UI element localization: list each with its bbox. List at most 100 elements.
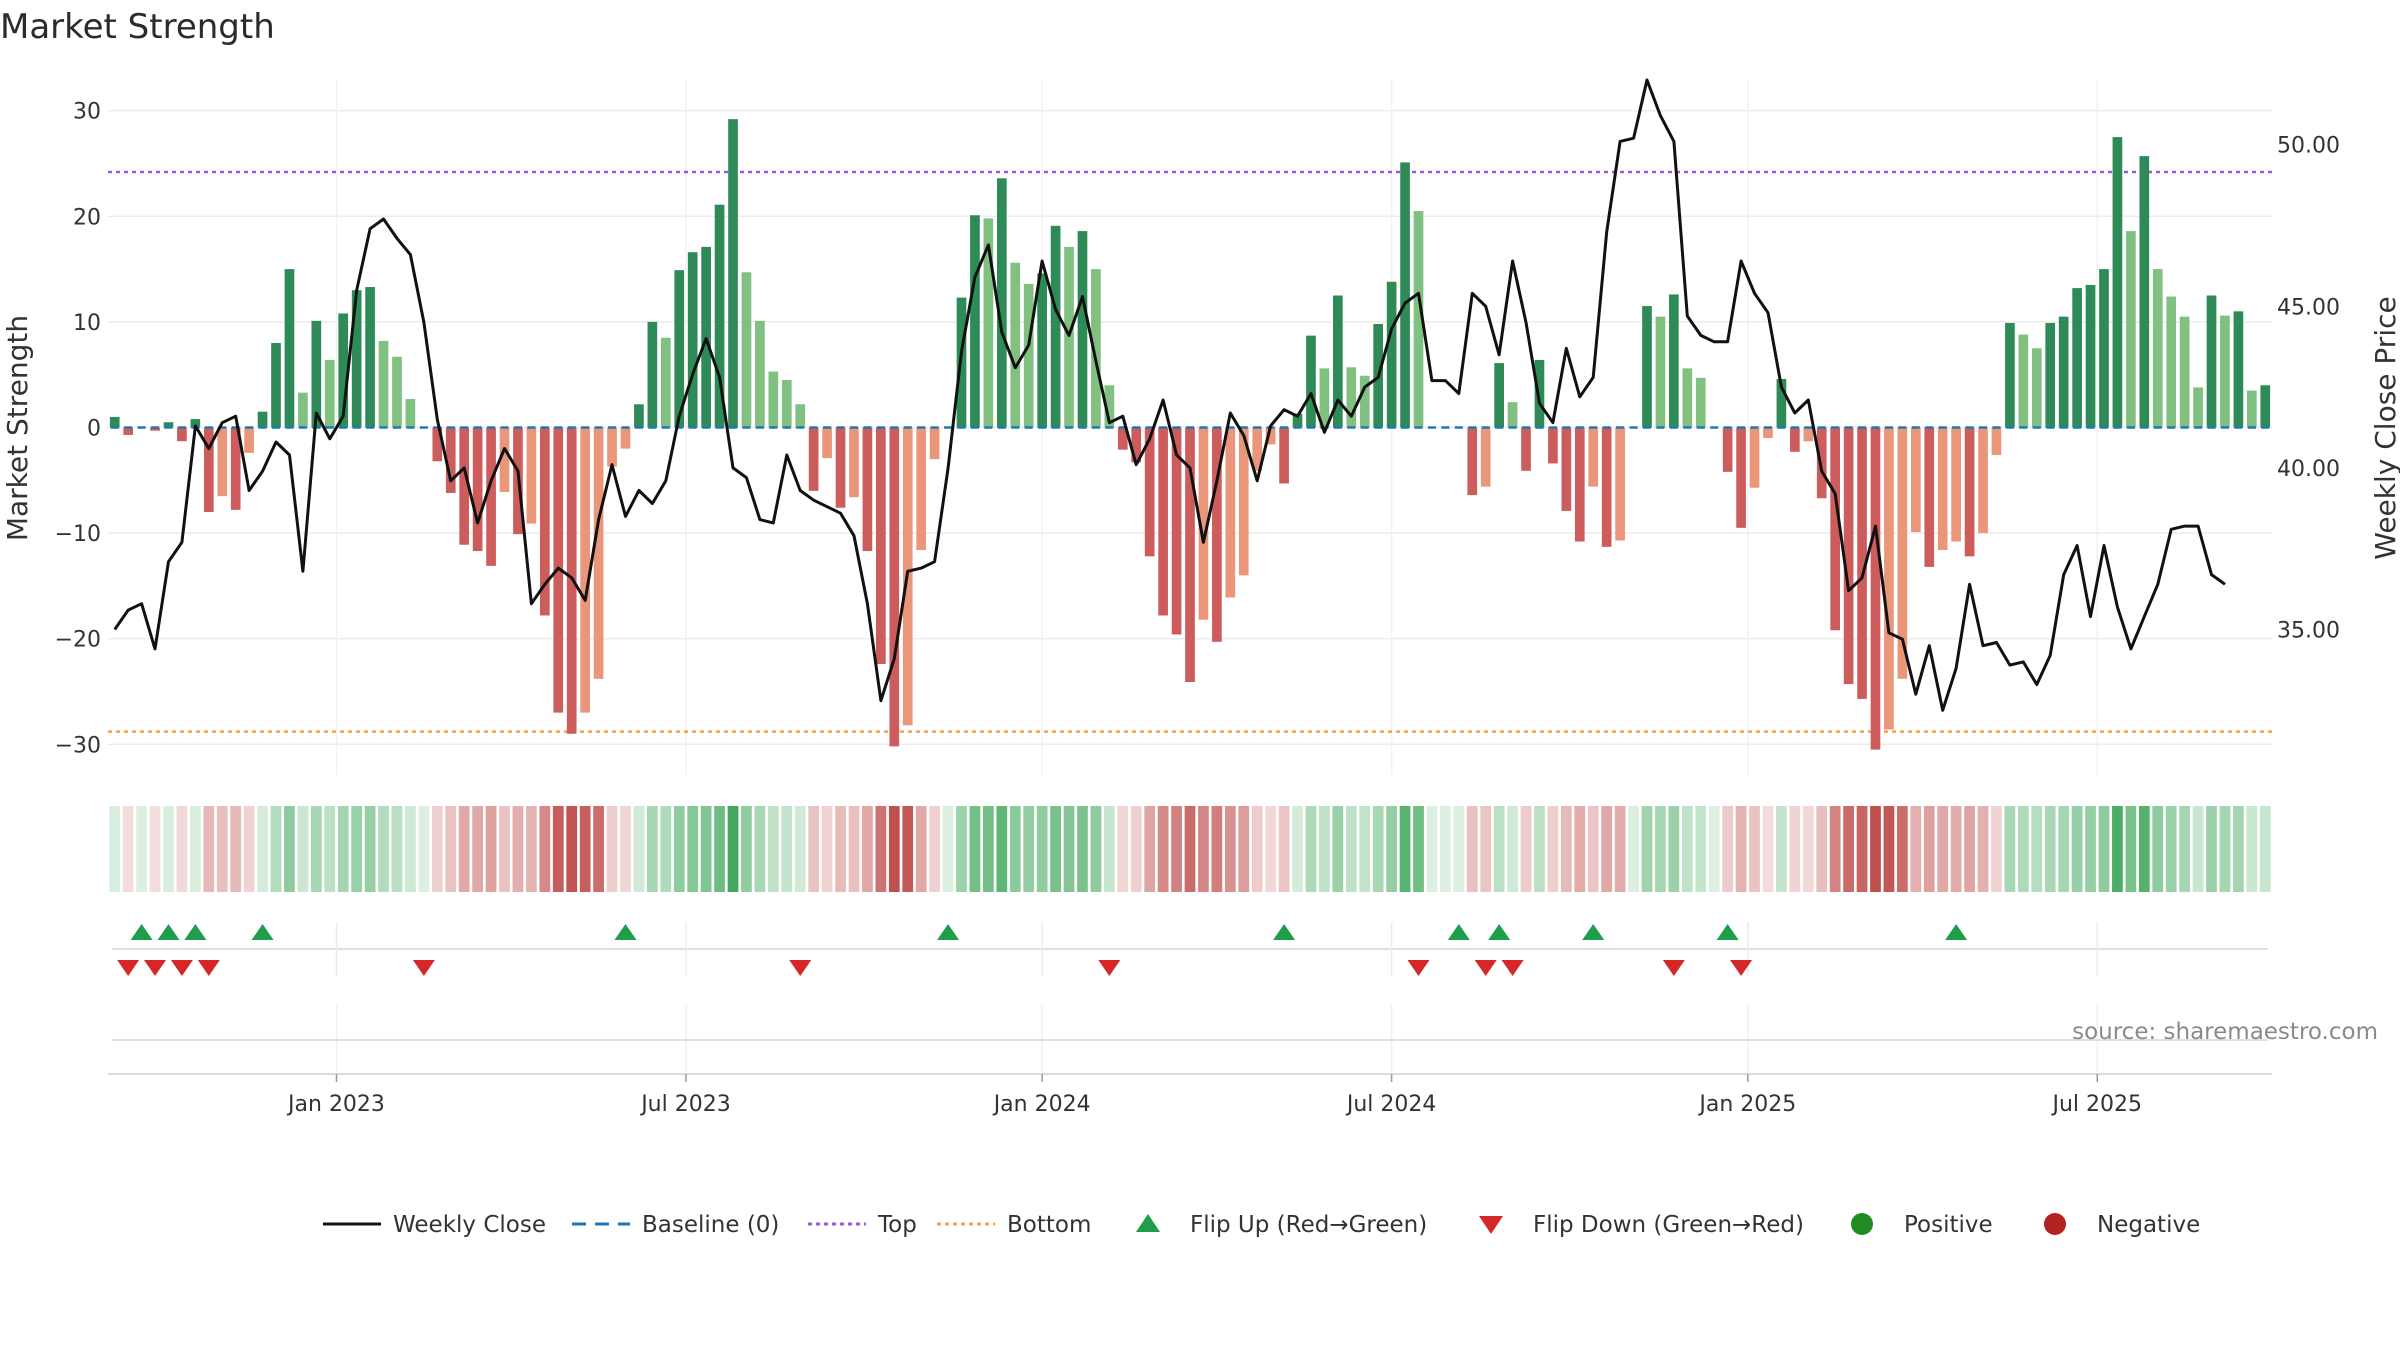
y-axis-label: Market Strength	[1, 315, 34, 541]
legend-item: Flip Up (Red→Green)	[1136, 1212, 1427, 1238]
strength-bar	[1252, 427, 1263, 471]
strip-cell	[1708, 806, 1720, 892]
strength-bar	[1763, 427, 1773, 439]
strip-cell	[1628, 806, 1639, 892]
strip-cell	[1762, 806, 1774, 892]
strength-bar	[1238, 427, 1249, 576]
strip-cell	[1103, 806, 1115, 892]
legend-swatch-positive	[1851, 1213, 1873, 1235]
strength-bar	[1050, 225, 1061, 428]
strength-bar	[1722, 427, 1733, 472]
strip-cell	[270, 806, 282, 892]
strip-cell	[1278, 806, 1290, 892]
x-axis: Jan 2023 Jul 2023 Jan 2024 Jul 2024 Jan 2025…	[286, 1074, 2142, 1117]
strip-cell	[1090, 806, 1102, 892]
strip-cell	[1426, 806, 1438, 892]
strength-bar	[526, 427, 537, 524]
strength-bar	[432, 427, 443, 462]
strength-bar	[1951, 427, 1961, 542]
strip-cell	[216, 806, 228, 892]
flip-up-marker	[1582, 924, 1605, 940]
strength-bar	[499, 427, 510, 492]
x-tick-label: Jul 2025	[2051, 1092, 2143, 1117]
flip-down-marker	[1662, 960, 1685, 976]
strength-bar	[1064, 246, 1074, 428]
strength-bar	[230, 427, 241, 510]
strip-cell	[942, 806, 954, 892]
strip-cell	[2004, 806, 2016, 892]
strip-cell	[2219, 806, 2231, 892]
legend-swatch-negative	[2044, 1213, 2066, 1235]
flip-down-marker	[1098, 960, 1121, 976]
flip-down-marker	[1474, 960, 1497, 976]
strip-cell	[1117, 806, 1129, 892]
x-tick-label: Jul 2023	[639, 1092, 731, 1117]
strip-cell	[1453, 806, 1465, 892]
right-y-axis: 50.00 45.00 40.00 35.00	[2277, 134, 2340, 644]
legend-label: Flip Up (Red→Green)	[1190, 1212, 1427, 1238]
legend-label: Baseline (0)	[642, 1212, 779, 1238]
strip-cell	[1695, 806, 1707, 892]
strength-bar	[1212, 427, 1222, 642]
strength-bar	[1292, 413, 1303, 428]
strip-cell	[1238, 806, 1250, 892]
strength-bar	[2005, 322, 2015, 428]
strength-bar	[2126, 231, 2136, 428]
strength-bar	[324, 359, 335, 428]
strip-cell	[109, 806, 121, 892]
strength-bar	[2112, 137, 2123, 428]
strip-cell	[2125, 806, 2137, 892]
strength-bar	[996, 178, 1007, 428]
legend-item: Bottom	[937, 1212, 1091, 1238]
strength-bar	[1803, 427, 1814, 442]
strength-bar	[741, 272, 752, 428]
strip-cell	[1292, 806, 1303, 892]
strength-bar	[109, 416, 120, 428]
strip-cell	[243, 806, 255, 892]
strip-cell	[405, 806, 416, 892]
flip-up-marker	[1273, 924, 1296, 940]
strip-cell	[1856, 806, 1868, 892]
strip-cell	[149, 806, 161, 892]
strip-cell	[391, 806, 403, 892]
flip-up-marker	[157, 924, 180, 940]
flip-down-marker	[117, 960, 140, 976]
strength-bar	[889, 427, 900, 747]
strip-cell	[2085, 806, 2096, 892]
strength-bar	[1480, 427, 1491, 487]
strip-cell	[1466, 806, 1478, 892]
legend-label: Positive	[1904, 1212, 1993, 1238]
strip-cell	[2098, 806, 2110, 892]
strip-cell	[1776, 806, 1787, 892]
strip-cell	[646, 806, 658, 892]
strength-bar	[150, 427, 160, 431]
strip-cell	[1063, 806, 1075, 892]
strength-bar	[177, 427, 187, 442]
x-tick-label: Jan 2024	[992, 1092, 1091, 1117]
strength-bar	[1830, 427, 1841, 631]
strength-bar	[351, 290, 362, 428]
strip-cell	[230, 806, 242, 892]
strip-cell	[1614, 806, 1626, 892]
strip-cell	[284, 806, 295, 892]
strip-cell	[2152, 806, 2164, 892]
strip-cell	[902, 806, 914, 892]
strength-bar	[1574, 427, 1585, 542]
y-tick-label: 30	[73, 100, 101, 125]
strength-bar	[2045, 322, 2056, 428]
strip-cell	[633, 806, 645, 892]
strip-cell	[606, 806, 618, 892]
strip-cell	[203, 806, 215, 892]
legend-item: Baseline (0)	[572, 1212, 779, 1238]
strip-cell	[1789, 806, 1801, 892]
strip-cell	[1319, 806, 1330, 892]
strength-bar	[1158, 427, 1168, 616]
strip-cell	[1399, 806, 1411, 892]
strip-cell	[2031, 806, 2043, 892]
strength-bar	[1857, 427, 1867, 699]
strip-cell	[526, 806, 537, 892]
y-tick-label: −10	[55, 522, 101, 547]
strip-cell	[1157, 806, 1169, 892]
legend-label: Top	[877, 1212, 917, 1238]
flip-down-marker	[1730, 960, 1753, 976]
